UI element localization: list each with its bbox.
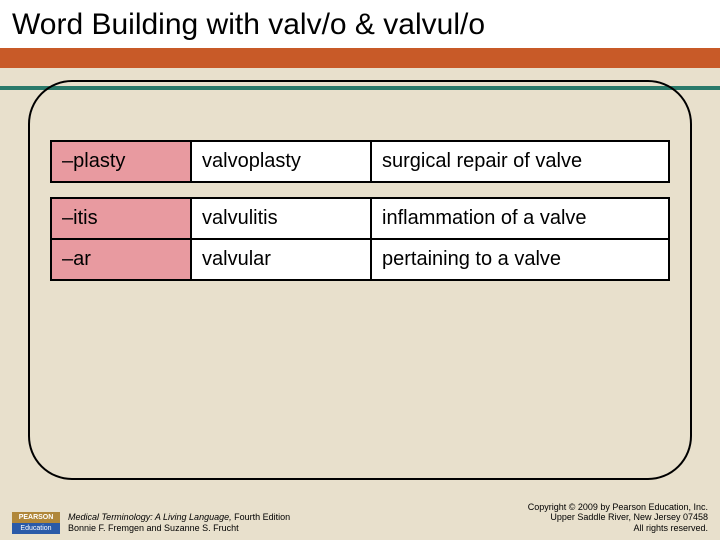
term-cell: valvulitis: [191, 198, 371, 239]
page-title: Word Building with valv/o & valvul/o: [12, 8, 720, 42]
suffix-cell: –itis: [51, 198, 191, 239]
copyright-line-3: All rights reserved.: [528, 523, 708, 534]
word-table-1: –plasty valvoplasty surgical repair of v…: [50, 140, 670, 183]
copyright-line-2: Upper Saddle River, New Jersey 07458: [528, 512, 708, 523]
suffix-cell: –ar: [51, 239, 191, 280]
orange-band: [0, 48, 720, 68]
copyright-line-1: Copyright © 2009 by Pearson Education, I…: [528, 502, 708, 513]
footer-left: PEARSON Education Medical Terminology: A…: [12, 512, 290, 534]
footer: PEARSON Education Medical Terminology: A…: [0, 502, 720, 534]
suffix-cell: –plasty: [51, 141, 191, 182]
term-cell: valvular: [191, 239, 371, 280]
header-bar: Word Building with valv/o & valvul/o: [0, 0, 720, 48]
definition-cell: pertaining to a valve: [371, 239, 669, 280]
definition-cell: inflammation of a valve: [371, 198, 669, 239]
table-row: –ar valvular pertaining to a valve: [51, 239, 669, 280]
logo-bottom-text: Education: [12, 523, 60, 534]
book-title-line: Medical Terminology: A Living Language, …: [68, 512, 290, 523]
book-title: Medical Terminology: A Living Language,: [68, 512, 232, 522]
tables-container: –plasty valvoplasty surgical repair of v…: [50, 140, 670, 295]
pearson-logo: PEARSON Education: [12, 512, 60, 534]
book-authors: Bonnie F. Fremgen and Suzanne S. Frucht: [68, 523, 290, 534]
book-edition: Fourth Edition: [232, 512, 291, 522]
term-cell: valvoplasty: [191, 141, 371, 182]
logo-top-text: PEARSON: [12, 512, 60, 523]
table-row: –itis valvulitis inflammation of a valve: [51, 198, 669, 239]
footer-right: Copyright © 2009 by Pearson Education, I…: [528, 502, 708, 534]
definition-cell: surgical repair of valve: [371, 141, 669, 182]
table-row: –plasty valvoplasty surgical repair of v…: [51, 141, 669, 182]
word-table-2: –itis valvulitis inflammation of a valve…: [50, 197, 670, 281]
book-info: Medical Terminology: A Living Language, …: [68, 512, 290, 534]
